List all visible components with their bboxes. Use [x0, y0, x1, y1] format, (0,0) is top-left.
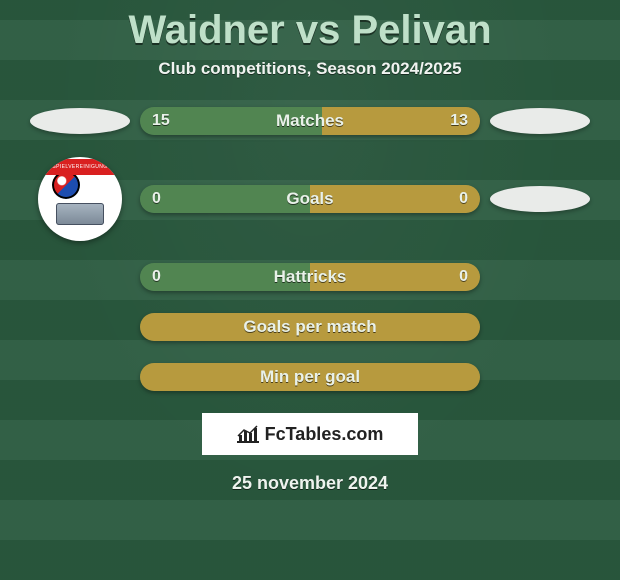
- stat-pill: 15 13 Matches: [140, 107, 480, 135]
- left-slot: [20, 108, 140, 134]
- stat-left-value: 0: [152, 263, 161, 291]
- stat-label: Hattricks: [274, 267, 347, 287]
- stat-bar-right: [310, 185, 480, 213]
- page-subtitle: Club competitions, Season 2024/2025: [0, 59, 620, 79]
- stat-left-value: 0: [152, 185, 161, 213]
- club-ribbon-text: SPIELVEREINIGUNG: [40, 159, 120, 175]
- stat-row: Min per goal: [0, 363, 620, 391]
- date-text: 25 november 2024: [0, 473, 620, 494]
- stat-row: SPIELVEREINIGUNG 0 0 Goals: [0, 157, 620, 241]
- left-slot: SPIELVEREINIGUNG: [20, 157, 140, 241]
- stat-label: Min per goal: [260, 367, 360, 387]
- stat-bar-left: [140, 185, 310, 213]
- stat-label: Goals: [286, 189, 333, 209]
- stat-left-value: 15: [152, 107, 170, 135]
- stat-right-value: 0: [459, 263, 468, 291]
- stat-row: 15 13 Matches: [0, 107, 620, 135]
- player-placeholder-icon: [490, 186, 590, 212]
- stat-right-value: 13: [450, 107, 468, 135]
- brand-logo: FcTables.com: [202, 413, 418, 455]
- page-title: Waidner vs Pelivan: [0, 0, 620, 53]
- chart-icon: [237, 425, 259, 443]
- stat-pill: Min per goal: [140, 363, 480, 391]
- right-slot: [480, 186, 600, 212]
- stat-label: Matches: [276, 111, 344, 131]
- brand-text: FcTables.com: [265, 424, 384, 445]
- club-badge-icon: SPIELVEREINIGUNG: [38, 157, 122, 241]
- stat-row: 0 0 Hattricks: [0, 263, 620, 291]
- stat-row: Goals per match: [0, 313, 620, 341]
- player-placeholder-icon: [30, 108, 130, 134]
- stat-right-value: 0: [459, 185, 468, 213]
- stat-pill: 0 0 Goals: [140, 185, 480, 213]
- stat-pill: 0 0 Hattricks: [140, 263, 480, 291]
- player-placeholder-icon: [490, 108, 590, 134]
- stat-pill: Goals per match: [140, 313, 480, 341]
- stats-container: 15 13 Matches SPIELVEREINIGUNG 0 0 Goals 0 0 Hatt…: [0, 107, 620, 391]
- stat-label: Goals per match: [243, 317, 376, 337]
- right-slot: [480, 108, 600, 134]
